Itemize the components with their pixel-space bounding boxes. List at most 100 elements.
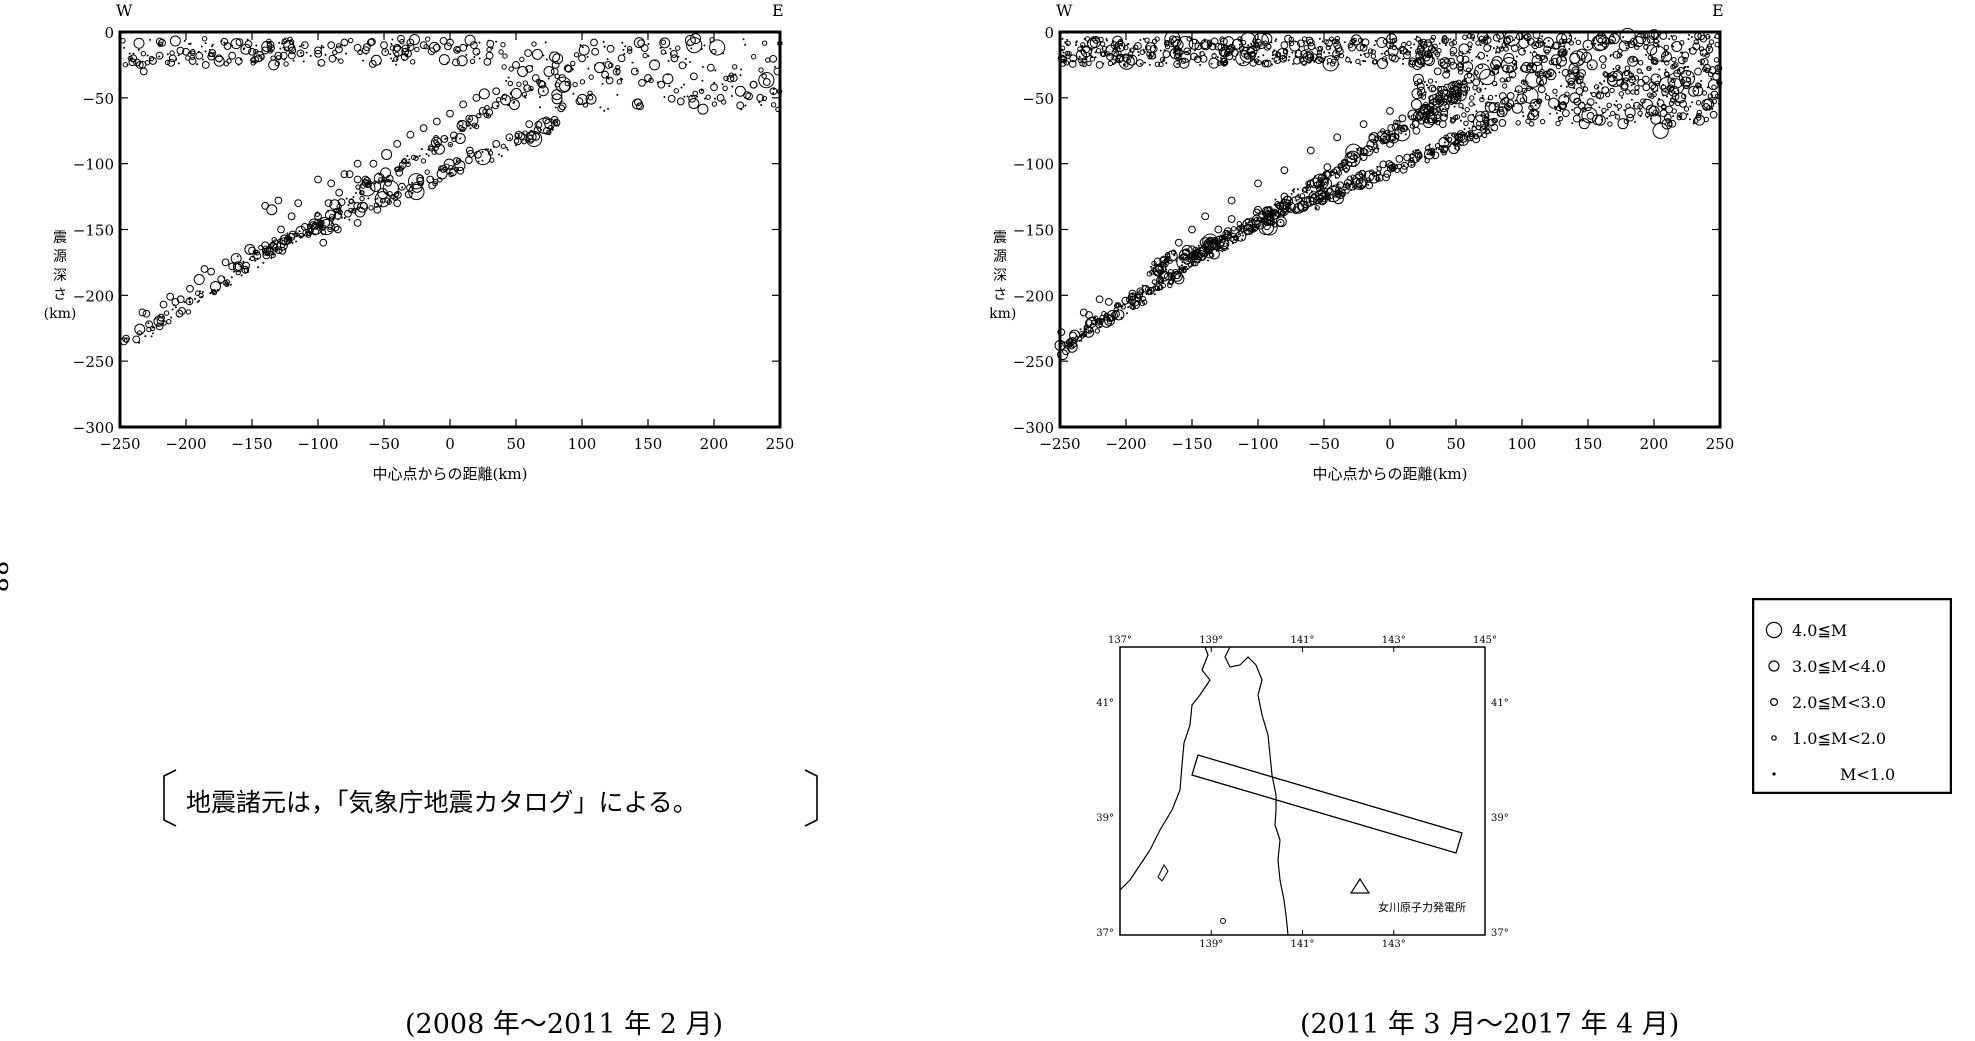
hypocenter-point [542, 90, 545, 93]
hypocenter-point [1078, 339, 1081, 342]
hypocenter-point [344, 209, 352, 218]
hypocenter-point [1450, 117, 1457, 123]
hypocenter-point [1203, 258, 1206, 261]
hypocenter-point [1183, 47, 1192, 56]
hypocenter-point [502, 53, 508, 59]
hypocenter-point [1173, 60, 1182, 68]
hypocenter-point [300, 222, 309, 231]
hypocenter-point [287, 43, 296, 52]
hypocenter-point [1241, 231, 1244, 234]
hypocenter-point [1609, 54, 1612, 57]
hypocenter-point [1601, 107, 1607, 114]
lat-tick-label: 37° [1096, 928, 1114, 939]
hypocenter-point [1394, 129, 1400, 136]
hypocenter-point [140, 50, 147, 57]
hypocenter-point [1661, 60, 1664, 63]
hypocenter-point [1275, 216, 1287, 228]
hypocenter-point [397, 166, 404, 172]
hypocenter-point [1555, 94, 1558, 97]
hypocenter-point [177, 54, 180, 57]
caption-right: (2011 年 3 月～2017 年 4 月) [1300, 1009, 1680, 1040]
x-tick-label: 250 [766, 435, 795, 453]
hypocenter-point [1440, 145, 1449, 154]
hypocenter-point [1529, 51, 1532, 54]
hypocenter-point [1319, 196, 1328, 205]
hypocenter-point [1386, 140, 1394, 148]
hypocenter-point [777, 40, 783, 46]
legend-symbol [1765, 621, 1783, 639]
hypocenter-point [1358, 184, 1365, 190]
hypocenter-point [1657, 44, 1660, 47]
hypocenter-point [337, 198, 346, 207]
hypocenter-point [745, 92, 753, 101]
hypocenter-point [1118, 46, 1121, 49]
hypocenter-point [1543, 42, 1546, 45]
hypocenter-point [1429, 152, 1432, 155]
hypocenter-point [1278, 58, 1281, 61]
hypocenter-point [1452, 142, 1455, 145]
hypocenter-point [215, 54, 223, 63]
hypocenter-point [1359, 120, 1368, 129]
hypocenter-point [713, 97, 716, 100]
hypocenter-point [1222, 229, 1231, 238]
hypocenter-point [1183, 257, 1192, 265]
hypocenter-point [1359, 54, 1362, 57]
hypocenter-point [1694, 67, 1702, 76]
hypocenter-point [1242, 225, 1245, 228]
hypocenter-point [554, 82, 560, 88]
hypocenter-point [1380, 137, 1383, 140]
hypocenter-point [1717, 102, 1720, 105]
hypocenter-point [1425, 84, 1428, 87]
hypocenter-point [1565, 85, 1568, 88]
hypocenter-point [590, 38, 598, 47]
hypocenter-point [166, 318, 172, 325]
hypocenter-point [132, 335, 141, 344]
hypocenter-point [1700, 80, 1703, 83]
hypocenter-point [1652, 122, 1669, 139]
hypocenter-point [1081, 331, 1088, 338]
hypocenter-point [1717, 46, 1720, 49]
hypocenter-point [1176, 38, 1179, 41]
hypocenter-point [1176, 62, 1179, 65]
hypocenter-point [1615, 64, 1621, 71]
hypocenter-point [302, 60, 305, 63]
hypocenter-point [279, 234, 291, 246]
hypocenter-point [1120, 304, 1126, 310]
hypocenter-point [647, 54, 650, 57]
hypocenter-point [1472, 135, 1481, 144]
hypocenter-point [1371, 59, 1378, 65]
hypocenter-point [744, 43, 747, 46]
hypocenter-point [1542, 37, 1554, 49]
hypocenter-point [353, 219, 362, 227]
hypocenter-point [1606, 117, 1609, 120]
hypocenter-point [616, 79, 622, 85]
hypocenter-point [547, 77, 550, 80]
hypocenter-point [1571, 108, 1574, 111]
x-tick-label: −100 [1237, 435, 1278, 453]
hypocenter-point [631, 61, 634, 64]
hypocenter-point [220, 37, 229, 46]
hypocenter-point [1419, 40, 1422, 43]
hypocenter-point [1278, 214, 1281, 217]
hypocenter-point [1449, 61, 1458, 70]
hypocenter-point [1280, 41, 1289, 50]
hypocenter-point [169, 35, 181, 47]
hypocenter-point [1330, 171, 1333, 174]
hypocenter-point [1324, 194, 1330, 200]
hypocenter-point [760, 103, 763, 106]
hypocenter-point [1435, 80, 1438, 83]
hypocenter-point [1664, 60, 1670, 66]
hypocenter-point [1454, 114, 1461, 120]
hypocenter-point [1144, 37, 1150, 43]
hypocenter-point [670, 54, 679, 63]
hypocenter-point [519, 56, 525, 63]
hypocenter-point [510, 87, 522, 99]
scatter-points [1054, 27, 1723, 361]
hypocenter-point [1707, 71, 1714, 78]
hypocenter-point [1532, 110, 1535, 113]
hypocenter-point [1414, 38, 1417, 41]
hypocenter-point [271, 251, 274, 254]
hypocenter-point [213, 51, 216, 54]
hypocenter-point [1079, 328, 1082, 331]
hypocenter-point [1709, 110, 1718, 119]
